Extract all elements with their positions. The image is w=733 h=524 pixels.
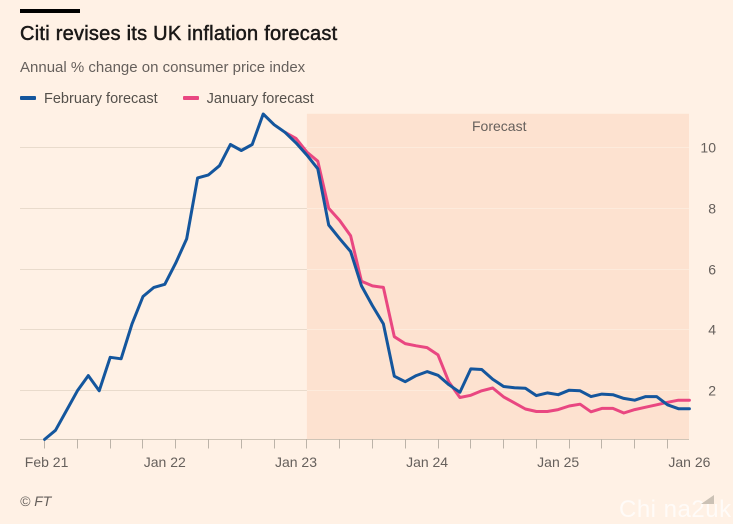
svg-text:Jan 22: Jan 22: [144, 454, 186, 470]
svg-text:Jan 23: Jan 23: [275, 454, 317, 470]
svg-text:Jan 26: Jan 26: [668, 454, 710, 470]
svg-text:Forecast: Forecast: [472, 118, 527, 134]
svg-text:Jan 25: Jan 25: [537, 454, 579, 470]
svg-text:6: 6: [708, 262, 716, 278]
svg-text:10: 10: [700, 140, 716, 156]
svg-text:8: 8: [708, 201, 716, 217]
svg-text:4: 4: [708, 322, 716, 338]
svg-text:2: 2: [708, 383, 716, 399]
svg-text:Feb 21: Feb 21: [25, 454, 69, 470]
svg-text:Jan 24: Jan 24: [406, 454, 448, 470]
